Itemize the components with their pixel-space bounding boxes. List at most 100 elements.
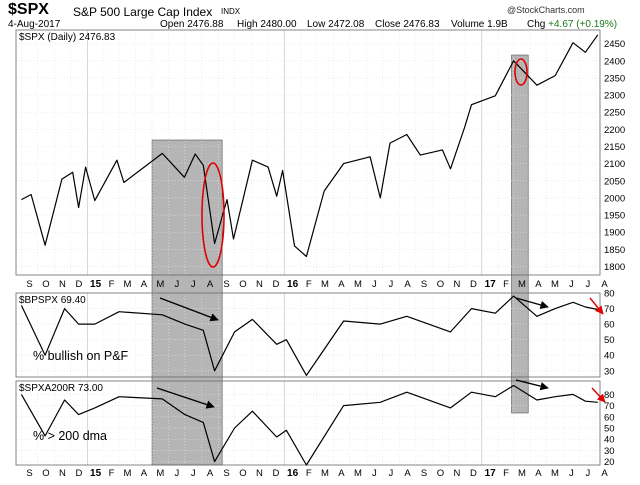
annotation-arrow-2 [156,387,215,409]
x-tick-label-top-21: J [372,279,377,290]
x-tick-label-top-11: A [207,279,214,290]
quote-close: Close 2476.83 [375,19,440,30]
x-tick-label-bottom-12: S [223,468,229,479]
annotation-dma-label: % > 200 dma [33,429,107,443]
panel-legend-spxa200r: $SPXA200R 73.00 [19,383,103,394]
x-tick-label-top-14: N [256,279,263,290]
quote-high: High 2480.00 [237,19,297,30]
x-tick-label-top-33: J [569,279,574,290]
x-tick-label-bottom-7: A [141,468,148,479]
panel-frame-bpspx [15,292,601,378]
x-tick-label-top-3: D [75,279,82,290]
y-tick-label-spx-2100: 2100 [604,159,625,170]
y-tick-label-spxa200r-50: 50 [604,424,615,435]
x-tick-label-top-17: F [306,279,312,290]
y-tick-label-spx-2300: 2300 [604,91,625,102]
x-tick-label-bottom-16: 16 [287,468,299,479]
x-tick-label-top-20: M [354,279,362,290]
y-tick-label-spx-1850: 1850 [604,245,625,256]
quote-change-value: +4.67 (+0.19%) [548,19,618,30]
panel-frame-spx [15,29,601,276]
y-tick-label-spx-1900: 1900 [604,228,625,239]
series-line-spxa200r [20,384,598,466]
quote-low: Low 2472.08 [307,19,364,30]
x-tick-label-bottom-3: D [75,468,82,479]
y-tick-label-spx-2350: 2350 [604,73,625,84]
x-tick-label-bottom-26: N [454,468,461,479]
annotation-arrow-5 [589,297,604,315]
x-tick-label-top-12: S [223,279,229,290]
x-tick-label-top-8: M [156,279,164,290]
chart-exchange: INDX [221,7,241,16]
x-tick-label-bottom-14: N [256,468,263,479]
x-tick-label-top-26: N [454,279,461,290]
x-tick-label-top-22: J [388,279,393,290]
x-tick-label-bottom-34: J [585,468,590,479]
x-tick-label-bottom-30: M [518,468,526,479]
x-tick-label-bottom-29: F [503,468,509,479]
series-line-bpspx [20,295,598,376]
y-tick-label-spxa200r-70: 70 [604,401,615,412]
chart-credit: @StockCharts.com [507,5,585,15]
y-tick-label-bpspx-50: 50 [604,335,615,346]
x-tick-label-top-10: J [191,279,196,290]
x-tick-label-bottom-17: F [306,468,312,479]
x-tick-label-top-34: J [585,279,590,290]
y-tick-label-bpspx-70: 70 [604,304,615,315]
quote-high-label: High [237,19,258,30]
y-tick-label-bpspx-80: 80 [604,289,615,300]
y-tick-label-spx-2250: 2250 [604,108,625,119]
x-tick-label-bottom-28: 17 [485,468,497,479]
x-tick-label-bottom-19: A [338,468,345,479]
x-tick-label-bottom-24: S [421,468,427,479]
panel-legend-spx: $SPX (Daily) 2476.83 [19,32,116,43]
x-tick-label-top-25: O [437,279,444,290]
y-tick-label-spx-2150: 2150 [604,142,625,153]
quote-low-value: 2472.08 [328,19,365,30]
x-tick-label-bottom-22: J [388,468,393,479]
y-tick-label-spx-1950: 1950 [604,211,625,222]
x-tick-label-bottom-6: M [123,468,131,479]
series-line-spx [21,34,599,258]
quote-volume-label: Volume [451,19,485,30]
x-tick-label-bottom-11: A [207,468,214,479]
x-tick-label-top-23: A [404,279,411,290]
quote-high-value: 2480.00 [260,19,297,30]
x-tick-label-bottom-15: D [272,468,279,479]
x-tick-label-top-15: D [272,279,279,290]
y-tick-label-spxa200r-20: 20 [604,457,615,468]
x-tick-label-top-13: O [239,279,246,290]
x-tick-label-top-5: F [109,279,115,290]
y-tick-label-spx-2450: 2450 [604,39,625,50]
x-tick-label-top-16: 16 [287,279,299,290]
x-tick-label-top-1: O [42,279,49,290]
quote-volume: Volume 1.9B [451,19,508,30]
x-tick-label-top-18: M [321,279,329,290]
x-tick-label-bottom-10: J [191,468,196,479]
y-tick-label-spx-2050: 2050 [604,176,625,187]
quote-change: Chg +4.67 (+0.19%) [527,19,617,30]
x-tick-label-bottom-18: M [321,468,329,479]
x-tick-label-bottom-20: M [354,468,362,479]
x-tick-label-bottom-35: A [601,468,608,479]
x-tick-label-top-4: 15 [90,279,102,290]
quote-volume-value: 1.9B [487,19,508,30]
quote-open: Open 2476.88 [160,19,223,30]
chart-date: 4-Aug-2017 [8,19,61,30]
annotation-arrow-3 [515,297,549,309]
x-tick-label-top-31: A [535,279,542,290]
y-tick-label-spxa200r-30: 30 [604,446,615,457]
x-tick-label-top-24: S [421,279,427,290]
y-tick-label-spx-1800: 1800 [604,262,625,273]
annotation-circle-2017 [514,58,528,86]
y-tick-label-spx-2200: 2200 [604,125,625,136]
chart-symbol: $SPX [8,1,49,18]
x-tick-label-top-28: 17 [485,279,497,290]
annotation-arrow-6 [591,387,606,403]
x-tick-label-bottom-13: O [239,468,246,479]
panel-legend-bpspx: $BPSPX 69.40 [19,295,86,306]
x-tick-label-bottom-9: J [174,468,179,479]
quote-close-label: Close [375,19,401,30]
quote-close-value: 2476.83 [403,19,440,30]
